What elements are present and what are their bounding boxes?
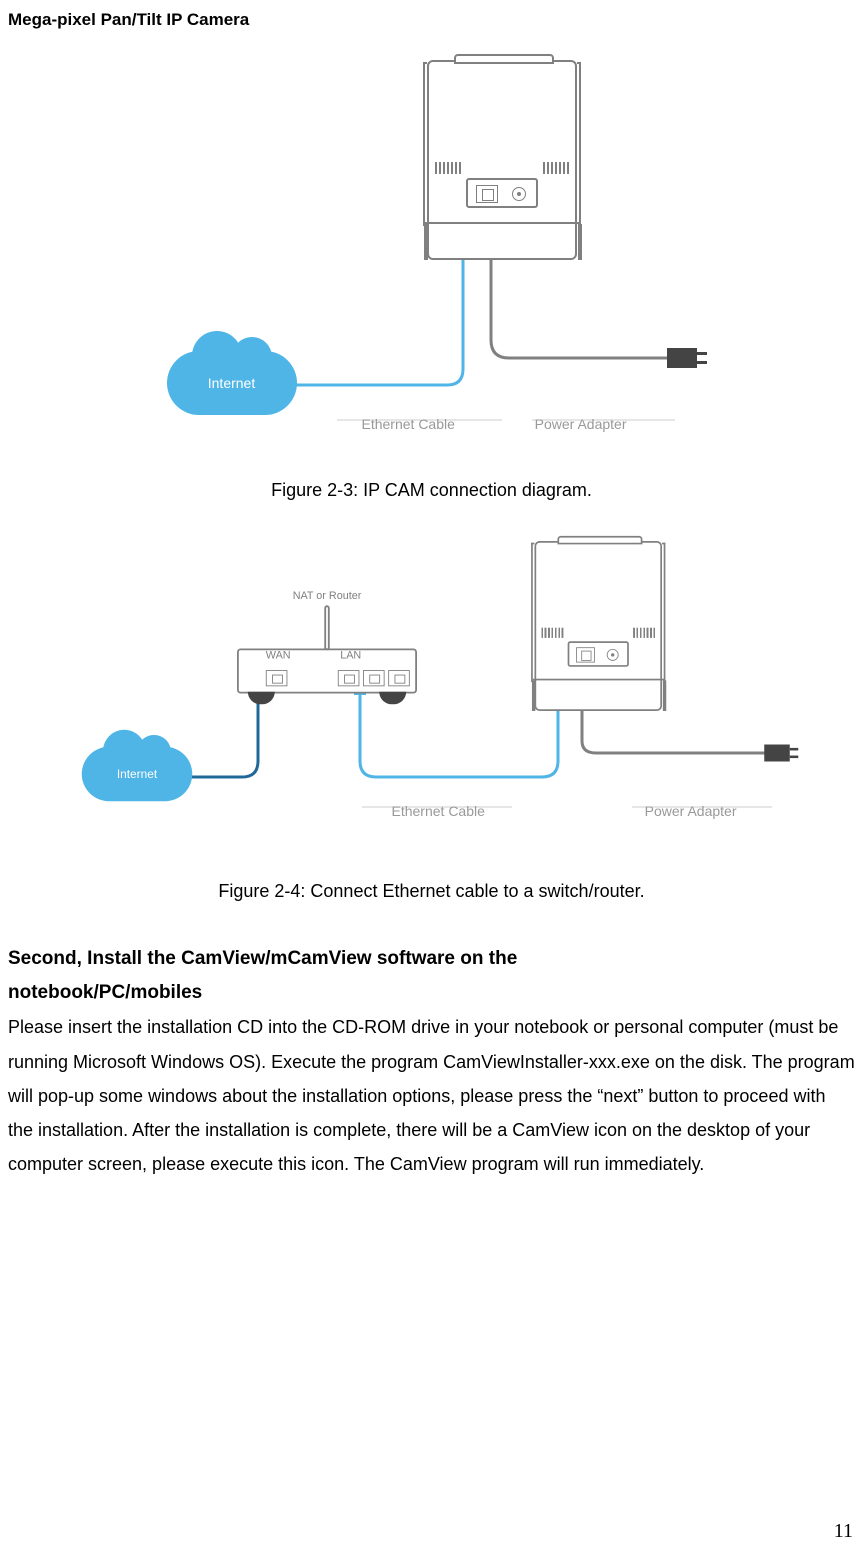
router-device-icon: NAT or Router WAN LAN (237, 649, 417, 694)
figure-2-4-caption: Figure 2-4: Connect Ethernet cable to a … (0, 881, 863, 902)
section-heading: Second, Install the CamView/mCamView sof… (0, 942, 863, 1010)
section-body-text: Please insert the installation CD into t… (0, 1010, 863, 1181)
section-title-line-1: Second, Install the CamView/mCamView sof… (8, 948, 517, 969)
connection-diagram-2: Internet NAT or Router WAN LAN (72, 541, 792, 841)
diagram-1-container: Internet Ethernet Cable Power Adapter (0, 60, 863, 460)
cloud-label: Internet (208, 375, 255, 391)
ethernet-cable-label: Ethernet Cable (362, 416, 455, 432)
figure-2-3-caption: Figure 2-3: IP CAM connection diagram. (0, 480, 863, 501)
ethernet-cable-label: Ethernet Cable (392, 803, 485, 819)
internet-cloud-icon: Internet (167, 351, 297, 415)
router-nat-label: NAT or Router (292, 589, 361, 602)
section-title-line-2: notebook/PC/mobiles (8, 982, 202, 1003)
camera-device-icon (427, 60, 577, 260)
page-number: 11 (834, 1520, 853, 1543)
router-wan-label: WAN (265, 649, 290, 662)
internet-cloud-icon: Internet (81, 747, 192, 801)
diagram-2-container: Internet NAT or Router WAN LAN (0, 541, 863, 841)
power-plug-icon (764, 745, 790, 762)
power-plug-icon (667, 348, 697, 368)
page-header: Mega-pixel Pan/Tilt IP Camera (0, 10, 863, 30)
router-lan-label: LAN (340, 649, 361, 662)
power-adapter-label: Power Adapter (645, 803, 737, 819)
camera-device-icon (534, 541, 662, 711)
connection-diagram-1: Internet Ethernet Cable Power Adapter (167, 60, 697, 460)
power-adapter-label: Power Adapter (535, 416, 627, 432)
cloud-label: Internet (116, 767, 156, 781)
